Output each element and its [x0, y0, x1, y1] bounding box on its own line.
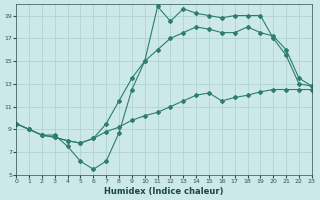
X-axis label: Humidex (Indice chaleur): Humidex (Indice chaleur) — [104, 187, 224, 196]
